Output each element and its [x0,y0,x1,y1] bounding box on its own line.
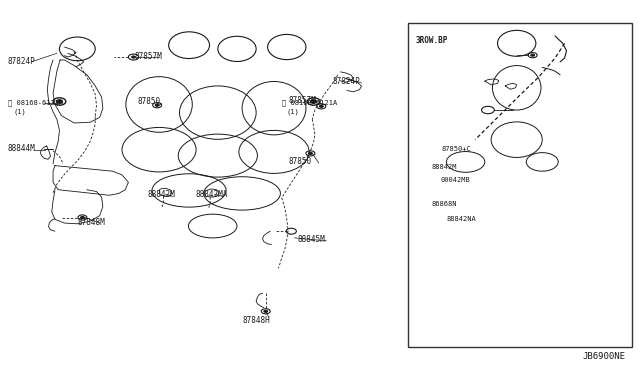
Circle shape [531,54,534,56]
Text: 88845M: 88845M [298,235,325,244]
Circle shape [319,105,323,108]
Text: 86868N: 86868N [432,201,457,207]
Circle shape [308,152,312,154]
Circle shape [81,217,84,219]
Text: 87824P: 87824P [333,77,360,86]
Text: (1): (1) [287,109,300,115]
Text: 88842M: 88842M [148,190,175,199]
Text: 87857M: 87857M [288,96,316,105]
Text: (1): (1) [13,109,26,115]
Text: 87824P: 87824P [7,57,35,66]
Text: 00042MB: 00042MB [440,177,470,183]
Circle shape [310,100,317,103]
Text: JB6900NE: JB6900NE [582,352,626,362]
Text: 88842MA: 88842MA [195,190,228,199]
Text: 87848M: 87848M [77,218,105,227]
Text: 87850: 87850 [138,97,161,106]
Text: Ⓑ 08168-6121A: Ⓑ 08168-6121A [8,99,63,106]
Text: 87857M: 87857M [135,52,163,61]
Bar [408,23,632,347]
Text: Ⓑ 08168-6121A: Ⓑ 08168-6121A [282,99,337,106]
Circle shape [264,310,268,312]
Text: 88842NA: 88842NA [447,216,476,222]
Circle shape [156,104,159,106]
Text: 3ROW.BP: 3ROW.BP [416,36,448,45]
Text: 88842M: 88842M [432,164,457,170]
Text: 87848H: 87848H [242,316,270,325]
Text: 88844M: 88844M [7,144,35,153]
Text: 87850+C: 87850+C [442,146,471,152]
Circle shape [56,100,63,103]
Text: 87850: 87850 [288,157,311,166]
Circle shape [132,56,136,58]
